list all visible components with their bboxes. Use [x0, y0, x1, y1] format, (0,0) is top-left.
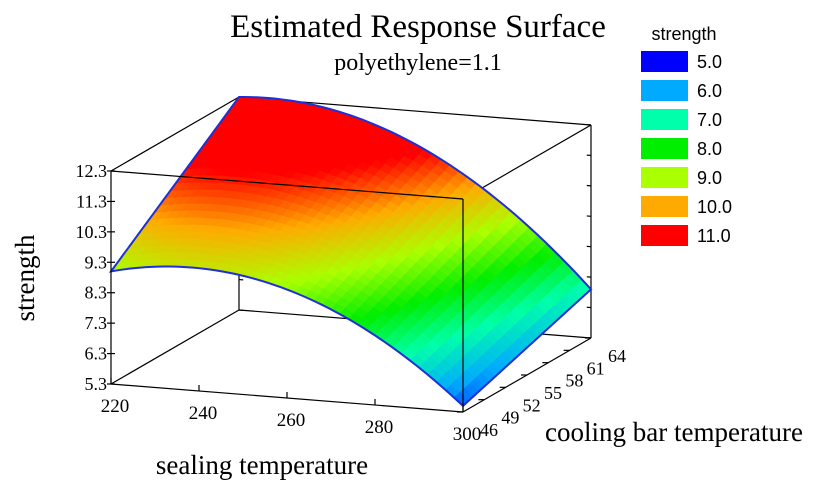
legend-label-3: 8.0 [697, 139, 722, 159]
y-tick-label-6: 64 [608, 346, 626, 366]
legend-swatch-0 [641, 51, 688, 72]
y-tick-label-0: 46 [480, 420, 498, 440]
z-tick-label-4: 9.3 [85, 252, 108, 272]
legend-label-6: 11.0 [697, 226, 731, 246]
z-tick-label-2: 7.3 [85, 313, 108, 333]
legend-swatch-2 [641, 109, 688, 130]
x-axis-ticks: 220 240 260 280 300 [101, 396, 482, 445]
chart-title: Estimated Response Surface [230, 9, 606, 45]
x-tick-label-0: 220 [101, 396, 130, 417]
x-axis-label: sealing temperature [156, 450, 368, 480]
x-tick-label-3: 280 [365, 417, 394, 438]
legend: strength 5.0 6.0 7.0 8.0 9.0 10.0 11.0 [641, 24, 732, 246]
legend-swatch-5 [641, 196, 688, 217]
z-tick-label-7: 12.3 [76, 161, 108, 181]
legend-label-1: 6.0 [697, 81, 722, 101]
legend-label-0: 5.0 [697, 52, 722, 72]
legend-swatch-4 [641, 167, 688, 188]
legend-swatch-6 [641, 225, 688, 246]
left-top-edge [110, 96, 240, 172]
x-tick-label-2: 260 [277, 410, 306, 431]
legend-label-4: 9.0 [697, 168, 722, 188]
z-tick-label-5: 10.3 [76, 222, 108, 242]
surface-outline [108, 95, 593, 408]
z-tick-label-6: 11.3 [76, 191, 107, 211]
legend-title: strength [651, 24, 716, 44]
legend-label-5: 10.0 [697, 197, 732, 217]
front-top-edge [110, 170, 464, 200]
y-tick-label-4: 58 [565, 371, 583, 391]
z-tick-label-1: 6.3 [85, 344, 108, 364]
response-surface [108, 95, 593, 408]
legend-swatch-1 [641, 80, 688, 101]
y-tick-label-2: 52 [523, 395, 541, 415]
z-tick-label-3: 8.3 [85, 283, 108, 303]
right-top-edge [462, 124, 592, 200]
z-axis-ticks: 5.3 6.3 7.3 8.3 9.3 10.3 11.3 12.3 [76, 161, 108, 394]
x-tick-label-1: 240 [189, 403, 218, 424]
z-axis-label: strength [10, 234, 40, 321]
chart-subtitle: polyethylene=1.1 [334, 50, 502, 76]
y-tick-label-1: 49 [501, 408, 519, 428]
plot-box-front [107, 170, 592, 413]
y-tick-label-5: 61 [587, 358, 605, 378]
left-floor-edge [110, 309, 240, 385]
legend-label-2: 7.0 [697, 110, 722, 130]
y-tick-label-3: 55 [544, 383, 562, 403]
z-tick-label-0: 5.3 [85, 374, 108, 394]
y-axis-label: cooling bar temperature [545, 417, 803, 447]
x-tick-label-4: 300 [453, 424, 482, 445]
legend-swatch-3 [641, 138, 688, 159]
